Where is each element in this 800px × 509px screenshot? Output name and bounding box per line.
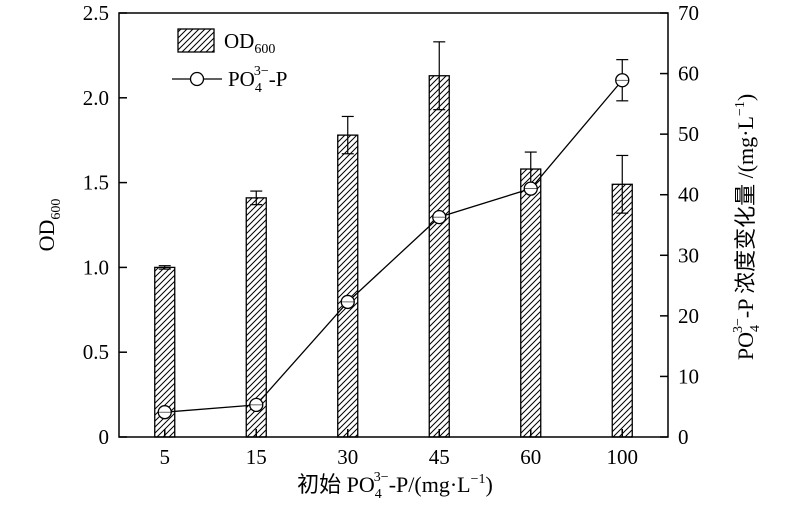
y-right-tick-label: 30 bbox=[678, 243, 699, 267]
legend-marker-po4 bbox=[189, 71, 205, 87]
y-left-tick-label: 2.0 bbox=[83, 86, 109, 110]
y-right-tick-label: 10 bbox=[678, 364, 699, 388]
bar-od600 bbox=[428, 75, 450, 438]
plot-frame bbox=[118, 12, 669, 438]
x-tick-label: 15 bbox=[246, 445, 267, 469]
x-tick-label: 30 bbox=[337, 445, 358, 469]
x-tick-label: 60 bbox=[520, 445, 541, 469]
legend-label-od600: OD600 bbox=[224, 29, 275, 57]
bar-od600 bbox=[520, 168, 542, 438]
y-right-tick-label: 50 bbox=[678, 122, 699, 146]
bar-od600 bbox=[337, 134, 359, 438]
x-tick-label: 5 bbox=[160, 445, 171, 469]
y-right-tick-label: 20 bbox=[678, 304, 699, 328]
y-right-tick-label: 70 bbox=[678, 1, 699, 25]
bar-od600 bbox=[611, 183, 633, 438]
x-axis-label: 初始 PO43−-P/(mg·L−1) bbox=[297, 470, 493, 502]
y-left-tick-label: 1.5 bbox=[83, 171, 109, 195]
y-left-tick-label: 0 bbox=[99, 425, 110, 449]
y-right-tick-label: 40 bbox=[678, 183, 699, 207]
y-left-tick-label: 2.5 bbox=[83, 1, 109, 25]
y-left-tick-label: 1.0 bbox=[83, 255, 109, 279]
y-right-axis-label: PO43−-P 浓度变化量 /(mg·L−1) bbox=[731, 94, 763, 360]
legend-label-po4: PO43−-P bbox=[228, 64, 287, 96]
y-right-tick-label: 0 bbox=[678, 425, 689, 449]
y-right-tick-label: 60 bbox=[678, 62, 699, 86]
y-left-tick-label: 0.5 bbox=[83, 340, 109, 364]
x-tick-label: 100 bbox=[607, 445, 639, 469]
x-tick-label: 45 bbox=[429, 445, 450, 469]
line-po4 bbox=[164, 79, 623, 413]
y-left-axis-label: OD600 bbox=[34, 199, 64, 252]
legend-swatch-od600 bbox=[177, 28, 215, 53]
